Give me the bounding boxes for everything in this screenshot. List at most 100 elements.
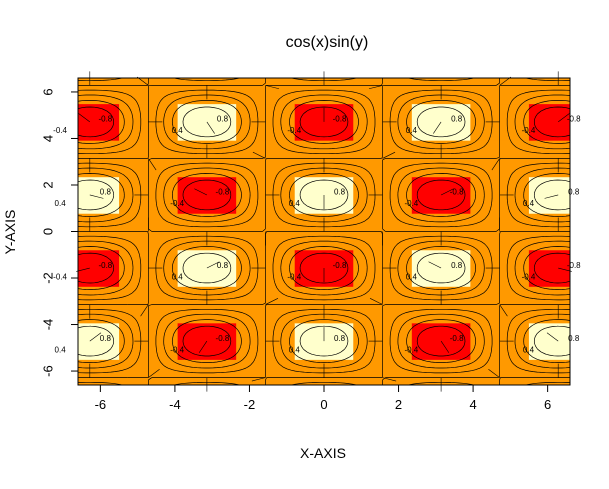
contour-line [77,94,571,369]
gradient-arrow [78,113,90,123]
gradient-arrow [265,298,279,305]
gradient-arrow [148,158,157,171]
contour-label: -0.8 [216,334,230,343]
gradient-arrow [265,85,280,90]
y-tick-label: -6 [41,365,56,377]
contour-label: -0.4 [53,126,67,135]
contour-label: -0.8 [98,261,112,270]
contour-label: -0.8 [450,334,464,343]
contour-label: 0.8 [568,188,580,197]
contour-label: 0.4 [55,345,67,354]
chart-title: cos(x)sin(y) [286,34,369,51]
gradient-arrow [369,298,383,305]
gradient-arrow [382,151,396,159]
contour-label: -0.4 [404,199,418,208]
x-axis: -6 -4 -2 0 2 4 6 [95,384,551,412]
x-tick-label: -6 [95,397,107,412]
contour-label: 0.8 [100,334,112,343]
gradient-arrow [546,332,559,342]
gradient-arrow [558,113,570,123]
contour-label: -0.4 [53,272,67,281]
x-axis-label: X-AXIS [300,445,346,461]
heatmap-cell [177,322,237,360]
contour-label: 0.8 [100,188,112,197]
gradient-arrow [194,188,208,196]
heatmap-cell [78,249,120,287]
gradient-arrow [368,85,383,90]
heatmap-cell [411,249,471,287]
heatmap-cell [528,176,571,214]
heatmap-cell [177,176,237,214]
contour-label: 0.4 [523,345,535,354]
gradient-arrow [251,377,266,382]
contour-label: -0.8 [98,115,112,124]
gradient-arrow [433,121,442,134]
x-tick-label: 0 [320,397,327,412]
heatmap-cell [528,249,571,287]
y-tick-label: 0 [41,228,56,235]
x-tick-label: -2 [244,397,256,412]
contour-label: 0.8 [334,188,346,197]
gradient-arrow [440,340,450,353]
heatmap-cell [528,322,571,360]
y-tick-label: 2 [41,181,56,188]
x-tick-label: 4 [469,397,476,412]
heatmap-cell [177,249,237,287]
contour-label: -0.8 [567,115,581,124]
y-tick-label: 6 [41,88,56,95]
contour-label: -0.4 [522,272,536,281]
gradient-arrow [499,304,508,317]
y-axis-label: Y-AXIS [2,210,18,255]
contour-line [78,78,570,385]
x-tick-label: 6 [544,397,551,412]
contour-layer [77,77,571,386]
heatmap-cell [528,359,571,386]
contour-label: 0.4 [289,199,301,208]
contour-label: 0.4 [55,199,67,208]
gradient-arrow [89,194,104,199]
y-tick-label: -2 [41,272,56,284]
gradient-arrow [488,368,500,378]
contour-label: 0.8 [451,115,463,124]
contour-label: -0.4 [287,126,301,135]
gradient-arrow [206,121,215,134]
contour-label: 0.4 [172,272,184,281]
contour-label: 0.8 [568,334,580,343]
contour-label: 0.8 [217,115,229,124]
contour-label: -0.8 [216,188,230,197]
contour-label: -0.8 [333,115,347,124]
contour-label: -0.8 [450,188,464,197]
y-tick-label: 4 [41,135,56,142]
contour-line [77,106,571,357]
contour-line [77,94,571,369]
contour-label: -0.8 [567,261,581,270]
contour-label: 0.4 [523,199,535,208]
contour-label: -0.4 [404,345,418,354]
contour-line [77,106,571,357]
contour-line [77,77,571,386]
contour-label: -0.4 [170,345,184,354]
contour-label: 0.4 [406,126,418,135]
heatmap-cell [78,359,120,386]
gradient-arrow [140,304,149,317]
heatmap-cell [78,103,120,141]
contour-label: 0.8 [451,261,463,270]
gradient-arrow [382,377,397,382]
heatmap-cell [78,176,120,214]
gradient-arrows-layer [76,71,572,392]
gradient-arrow [206,261,220,269]
gradient-arrow [89,332,102,342]
gradient-arrow [491,158,500,171]
contour-label: 0.8 [217,261,229,270]
contour-label: -0.4 [287,272,301,281]
contour-line [77,100,571,363]
gradient-arrow [148,368,160,378]
contour-label: 0.4 [172,126,184,135]
gradient-arrow [544,194,559,199]
contour-label: 0.8 [334,334,346,343]
x-tick-label: -4 [169,397,181,412]
contour-labels-layer: 0.8 0.4 -0.8 -0.4 0.8 0.4 -0.8 -0.4 -0.8 -0.4 0.8 0… [53,115,581,355]
gradient-arrow [252,151,266,159]
